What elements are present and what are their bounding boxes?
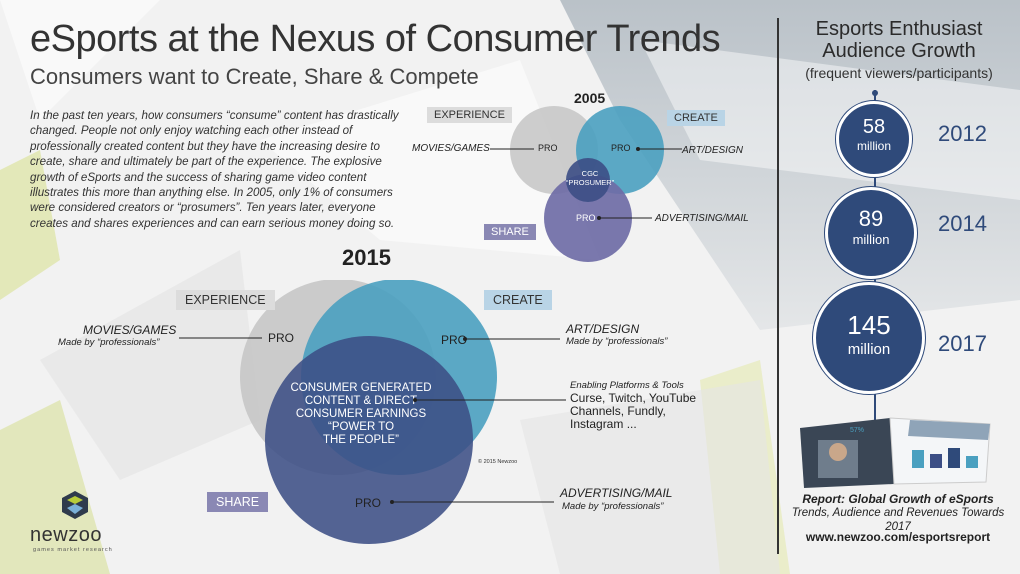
growth-title: Esports Enthusiast Audience Growth [815,18,983,62]
report-thumbnail[interactable]: 57% [790,410,1000,490]
venn-2015 [240,280,497,544]
logo-tagline: games market research [33,547,113,553]
venn-2015-experience-tag: EXPERIENCE [176,290,275,310]
venn-2005-leader-lines [490,147,682,220]
platforms-title: Enabling Platforms & Tools [570,380,684,391]
growth-value-2012: 58 [862,116,886,138]
report-caption: Report: Global Growth of eSports Trends,… [782,492,1014,534]
growth-circle-2014: 89 million [825,187,917,279]
venn-2005-art-label: ART/DESIGN [682,145,743,156]
venn-2005-share-tag: SHARE [484,224,536,240]
growth-unit-2012: million [856,139,891,153]
venn-2005-movies-label: MOVIES/GAMES [412,143,490,154]
venn-2015-copyright: © 2015 Newzoo [478,459,518,465]
page-subtitle: Consumers want to Create, Share & Compet… [30,64,479,89]
venn-2015-year: 2015 [342,245,391,270]
growth-unit-2017: million [847,341,891,358]
report-thumbnail-stat: 57% [850,427,864,434]
venn-2015-pro-share: PRO [355,496,382,510]
page-title: eSports at the Nexus of Consumer Trends [30,18,721,60]
venn-2005-pro-create: PRO [611,143,631,153]
venn-2005 [510,106,664,262]
growth-subtitle: (frequent viewers/participants) [805,65,993,81]
venn-2015-pro-create: PRO [441,333,468,347]
newzoo-logo-icon [62,491,88,519]
venn-2015-share-tag: SHARE [207,492,269,512]
growth-year-2012: 2012 [938,121,987,146]
venn-2005-share-circle [544,174,632,262]
venn-2015-share-circle [265,336,473,544]
growth-year-2017: 2017 [938,331,987,356]
report-title: Report: Global Growth of eSports [802,492,994,506]
venn-2005-center [566,158,610,202]
growth-year-2014: 2014 [938,211,987,236]
logo-wordmark: newzoo [30,524,102,546]
venn-2015-movies-label: MOVIES/GAMES [83,323,177,337]
venn-2015-create-tag: CREATE [484,290,552,310]
venn-2005-create-tag: CREATE [667,110,725,126]
venn-2005-experience-tag: EXPERIENCE [427,107,512,123]
venn-2015-center-label: CONSUMER GENERATED CONTENT & DIRECT CONS… [290,382,432,446]
venn-2005-pro-experience: PRO [538,143,558,153]
growth-value-2017: 145 [847,310,891,340]
venn-2005-pro-share: PRO [576,213,596,223]
intro-paragraph: In the past ten years, how consumers “co… [30,109,399,230]
growth-circle-2012: 58 million [836,101,912,177]
venn-2015-pro-experience: PRO [268,331,295,345]
report-url-link[interactable]: www.newzoo.com/esportsreport [805,530,991,544]
venn-2015-art-label: ART/DESIGN [566,322,640,336]
venn-2005-advertising-label: ADVERTISING/MAIL [655,213,749,224]
growth-unit-2014: million [852,232,890,247]
venn-2015-advertising-label: ADVERTISING/MAIL [560,486,673,500]
report-subtitle: Trends, Audience and Revenues Towards 20… [791,507,1005,533]
venn-2015-art-made-by: Made by “professionals” [566,336,668,347]
venn-2015-leader-lines [179,337,566,504]
venn-2015-movies-made-by: Made by “professionals” [58,337,160,348]
venn-2005-center-label: CGC “PROSUMER” [565,169,615,187]
panel-divider [777,18,779,554]
venn-2005-year: 2005 [574,90,606,106]
growth-value-2014: 89 [858,206,884,231]
growth-circle-2017: 145 million [813,282,925,394]
venn-2015-advertising-made-by: Made by “professionals” [562,501,664,512]
platforms-list: Curse, Twitch, YouTube Channels, Fundly,… [570,391,697,431]
